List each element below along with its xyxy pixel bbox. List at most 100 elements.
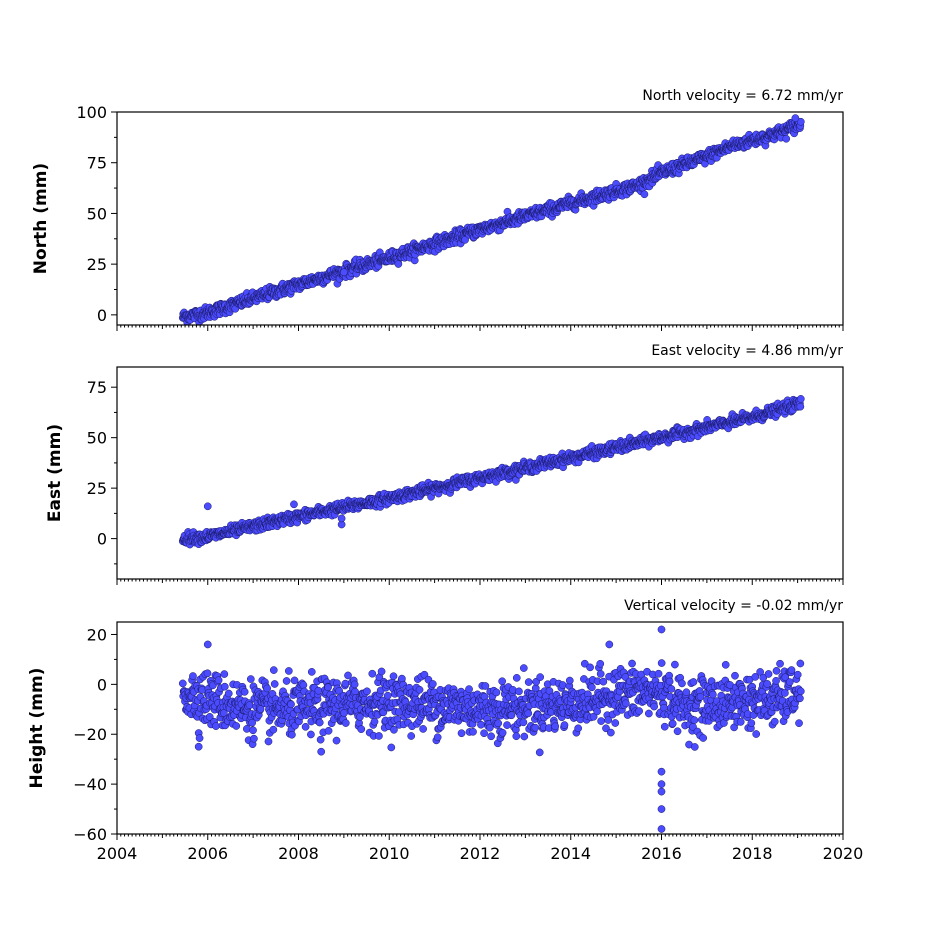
data-point (667, 685, 676, 693)
outlier-point (657, 805, 666, 813)
data-point (282, 677, 291, 685)
y-tick-label: 25 (87, 255, 107, 274)
data-point (782, 134, 791, 143)
x-tick-label: 2006 (187, 844, 228, 863)
data-point (515, 687, 523, 696)
data-point (377, 667, 386, 676)
data-point (596, 670, 605, 678)
data-point (465, 685, 473, 693)
data-point (498, 728, 507, 737)
data-point (512, 674, 521, 682)
data-point (457, 729, 466, 738)
x-tick-label: 2010 (369, 844, 410, 863)
data-point (264, 737, 273, 746)
data-point (492, 688, 501, 697)
data-point (611, 719, 620, 727)
data-point (498, 677, 507, 686)
data-point (195, 734, 204, 742)
data-point (551, 722, 560, 731)
data-point (793, 670, 802, 679)
data-point (660, 722, 669, 731)
data-point (593, 707, 602, 716)
data-point (481, 682, 490, 690)
data-point (736, 718, 745, 726)
data-point (690, 743, 699, 751)
data-point (232, 722, 241, 730)
data-point (531, 723, 540, 732)
data-point (607, 728, 615, 737)
data-point (383, 691, 392, 700)
data-point (759, 673, 768, 682)
outlier-point (337, 514, 346, 523)
data-points (178, 114, 805, 325)
data-point (586, 663, 594, 672)
data-point (324, 726, 333, 735)
data-point (597, 717, 605, 725)
data-point (673, 727, 682, 736)
y-axis-label: Height (mm) (27, 668, 47, 789)
x-tick-label: 2016 (641, 844, 682, 863)
data-point (665, 677, 674, 686)
data-point (644, 709, 653, 718)
data-point (240, 687, 249, 696)
outlier-point (657, 825, 666, 833)
data-point (772, 676, 780, 685)
y-tick-label: −60 (73, 825, 107, 844)
data-point (288, 730, 296, 739)
data-point (290, 676, 299, 685)
data-point (747, 719, 756, 727)
data-point (269, 725, 278, 734)
data-point (657, 659, 666, 667)
data-point (246, 675, 255, 683)
x-tick-label: 2018 (732, 844, 773, 863)
data-point (588, 683, 596, 692)
y-tick-label: 50 (87, 429, 107, 448)
data-point (796, 402, 805, 411)
data-point (751, 673, 760, 681)
data-point (469, 727, 477, 736)
data-point (250, 734, 258, 743)
panel-2: 0 25 50 75 East (mm) East velocity = 4.86 mm/… (45, 343, 844, 585)
data-point (178, 679, 187, 688)
data-point (407, 732, 416, 740)
data-point (589, 712, 598, 721)
panel-title: East velocity = 4.86 mm/yr (651, 343, 843, 359)
y-tick-label: 0 (97, 306, 107, 325)
data-point (356, 713, 364, 721)
outlier-point (317, 747, 326, 756)
y-axis-label: East (mm) (45, 424, 65, 522)
outlier-point (290, 500, 298, 509)
data-point (520, 732, 529, 741)
panel-title: Vertical velocity = -0.02 mm/yr (624, 598, 843, 614)
data-point (351, 687, 359, 696)
data-point (316, 735, 325, 744)
data-point (248, 718, 256, 727)
y-tick-label: 25 (87, 479, 107, 498)
data-points (178, 395, 805, 549)
data-point (565, 676, 574, 685)
data-point (796, 659, 805, 668)
data-point (357, 725, 366, 734)
data-point (314, 686, 323, 695)
panel-title: North velocity = 6.72 mm/yr (642, 88, 843, 104)
data-point (689, 678, 698, 686)
data-point (415, 685, 424, 694)
data-point (709, 690, 717, 699)
data-point (524, 678, 533, 686)
data-point (433, 733, 442, 742)
x-tick-label: 2008 (278, 844, 319, 863)
y-ticks (111, 111, 117, 316)
data-point (249, 726, 257, 735)
data-point (678, 679, 686, 688)
data-point (796, 687, 805, 696)
data-point (507, 711, 516, 720)
data-points (178, 625, 805, 833)
data-point (781, 689, 789, 697)
data-point (796, 694, 804, 703)
data-point (287, 700, 295, 709)
y-tick-label: 50 (87, 204, 107, 223)
data-point (398, 674, 406, 683)
data-point (389, 672, 398, 681)
x-tick-label: 2014 (550, 844, 591, 863)
data-point (668, 719, 677, 728)
